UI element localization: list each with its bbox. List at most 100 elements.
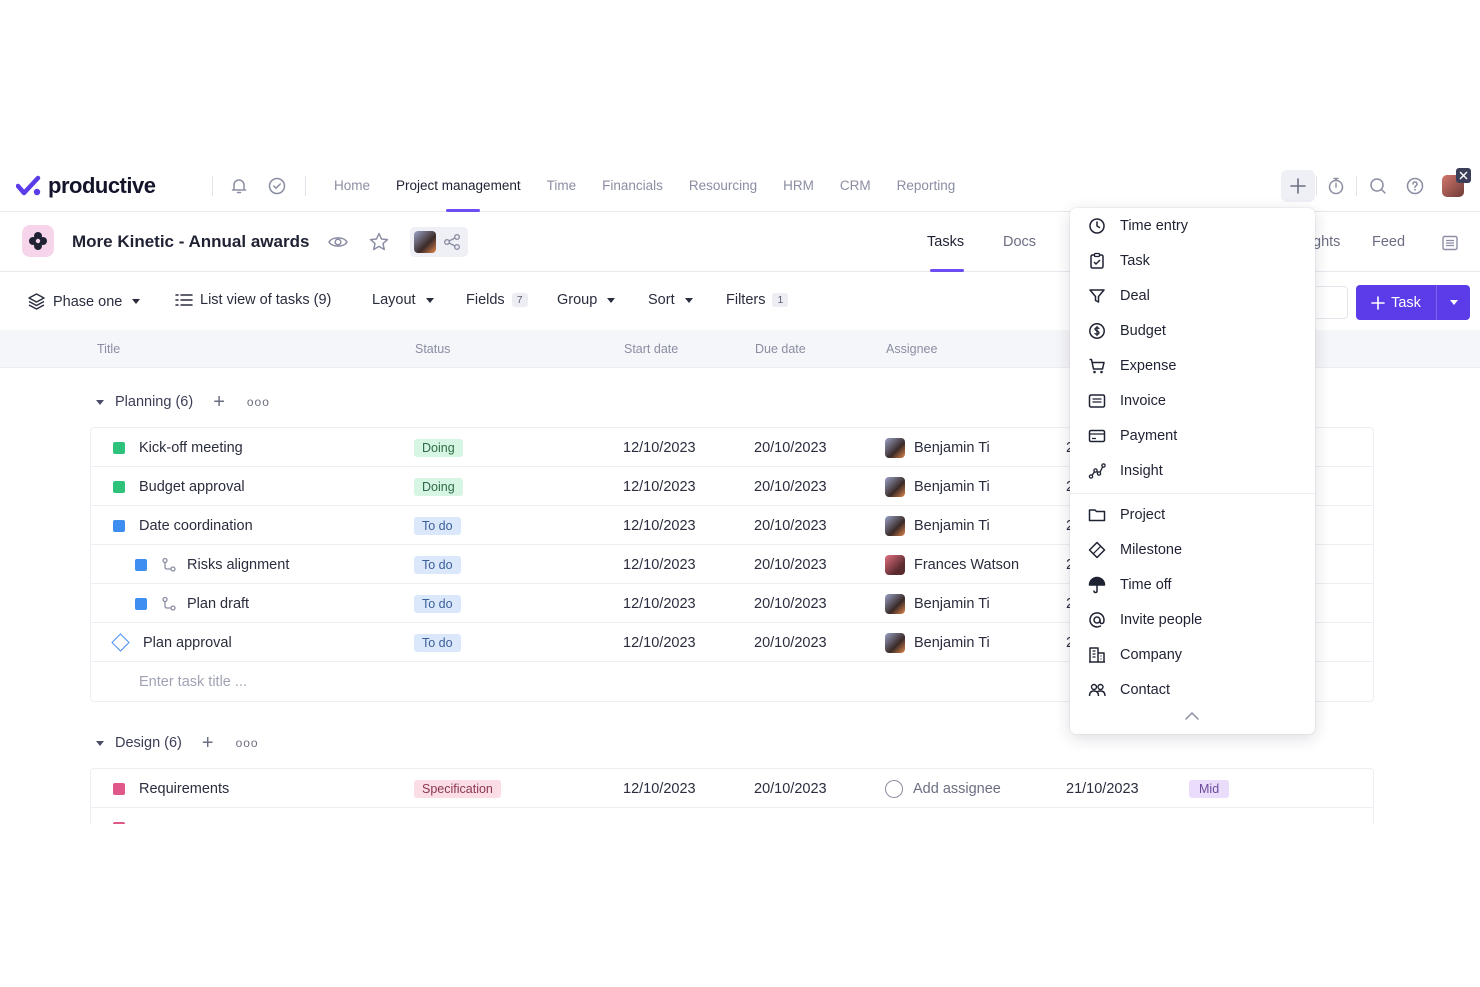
task-title-cell[interactable]: Plan approval [111, 623, 232, 662]
group-header-planning[interactable]: Planning (6) + ooo [96, 390, 270, 414]
due-date-cell[interactable]: 20/10/2023 [754, 439, 827, 456]
assignee-cell[interactable]: Benjamin Ti [885, 467, 990, 506]
due-date-cell[interactable]: 20/10/2023 [754, 634, 827, 651]
tab-docs[interactable]: Docs [1003, 234, 1037, 250]
table-row[interactable] [91, 808, 1373, 824]
table-row[interactable]: Budget approval Doing 12/10/2023 20/10/2… [91, 467, 1373, 506]
menu-item-contact[interactable]: Contact [1088, 678, 1170, 702]
view-selector[interactable]: List view of tasks (9) [175, 292, 331, 308]
close-icon[interactable] [1456, 168, 1471, 183]
start-date-cell[interactable]: 12/10/2023 [623, 439, 696, 456]
nav-time[interactable]: Time [546, 178, 577, 193]
assignee-cell[interactable]: Benjamin Ti [885, 506, 990, 545]
menu-item-deal[interactable]: Deal [1088, 284, 1150, 308]
panel-toggle-icon[interactable] [1441, 234, 1459, 257]
chevron-down-icon[interactable] [96, 399, 104, 405]
menu-item-invite-people[interactable]: Invite people [1088, 608, 1202, 632]
task-title-cell[interactable]: Date coordination [113, 506, 253, 545]
star-icon[interactable] [368, 231, 390, 258]
bell-icon[interactable] [229, 176, 249, 196]
assignee-cell[interactable]: Benjamin Ti [885, 623, 990, 662]
table-row[interactable]: Risks alignment To do 12/10/2023 20/10/2… [91, 545, 1373, 584]
add-task-icon[interactable]: + [201, 732, 214, 754]
menu-item-time-entry[interactable]: Time entry [1088, 214, 1188, 238]
task-title-cell[interactable] [113, 808, 139, 824]
phase-selector[interactable]: Phase one [27, 292, 141, 311]
sort-menu[interactable]: Sort [648, 292, 693, 308]
new-task-row[interactable]: Enter task title ... [91, 662, 1373, 701]
status-cell[interactable]: To do [414, 506, 461, 545]
quick-add-button[interactable] [1281, 170, 1315, 202]
status-cell[interactable]: To do [414, 545, 461, 584]
table-row[interactable]: Plan draft To do 12/10/2023 20/10/2023 B… [91, 584, 1373, 623]
nav-project-management[interactable]: Project management [396, 160, 521, 212]
nav-crm[interactable]: CRM [839, 178, 871, 193]
chevron-down-icon[interactable] [96, 740, 104, 746]
more-icon[interactable]: ooo [246, 395, 270, 409]
due-date-cell[interactable]: 20/10/2023 [754, 517, 827, 534]
task-title-cell[interactable]: Kick-off meeting [113, 428, 243, 467]
status-cell[interactable]: Specification [414, 769, 501, 808]
new-task-input[interactable]: Enter task title ... [139, 673, 247, 690]
fields-menu[interactable]: Fields 7 [466, 292, 528, 308]
new-task-button[interactable]: Task [1356, 285, 1470, 320]
due-date-cell[interactable]: 20/10/2023 [754, 595, 827, 612]
chevron-up-icon[interactable] [1184, 710, 1200, 722]
group-menu[interactable]: Group [557, 292, 616, 308]
menu-item-expense[interactable]: Expense [1088, 354, 1176, 378]
tab-tasks[interactable]: Tasks [927, 234, 965, 250]
start-date-cell[interactable]: 12/10/2023 [623, 478, 696, 495]
due-date-cell[interactable]: 20/10/2023 [754, 556, 827, 573]
menu-item-company[interactable]: Company [1088, 643, 1182, 667]
assignee-cell[interactable]: Benjamin Ti [885, 584, 990, 623]
toolbar-search-field[interactable] [1316, 286, 1348, 319]
timer-icon[interactable] [1326, 176, 1346, 196]
nav-hrm[interactable]: HRM [783, 178, 814, 193]
assignee-cell[interactable]: Add assignee [885, 769, 1001, 808]
table-row[interactable]: Plan approval To do 12/10/2023 20/10/202… [91, 623, 1373, 662]
menu-item-milestone[interactable]: Milestone [1088, 538, 1182, 562]
add-task-icon[interactable]: + [213, 391, 225, 413]
status-cell[interactable]: Doing [414, 467, 463, 506]
due-date-cell[interactable]: 20/10/2023 [754, 780, 827, 797]
due-date-cell[interactable]: 20/10/2023 [754, 478, 827, 495]
nav-financials[interactable]: Financials [602, 178, 663, 193]
column-due-date[interactable]: Due date [755, 342, 806, 356]
menu-item-invoice[interactable]: Invoice [1088, 389, 1166, 413]
new-task-main[interactable]: Task [1356, 285, 1437, 320]
start-date-cell[interactable]: 12/10/2023 [623, 517, 696, 534]
nav-home[interactable]: Home [334, 178, 371, 193]
assignee-cell[interactable]: Frances Watson [885, 545, 1019, 584]
filters-menu[interactable]: Filters 1 [726, 292, 789, 308]
layout-menu[interactable]: Layout [372, 292, 434, 308]
start-date-cell[interactable]: 12/10/2023 [623, 634, 696, 651]
search-icon[interactable] [1368, 176, 1388, 196]
tab-insights[interactable]: ghts [1313, 234, 1341, 250]
column-start-date[interactable]: Start date [624, 342, 679, 356]
status-cell[interactable]: Doing [414, 428, 463, 467]
start-date-cell[interactable]: 12/10/2023 [623, 595, 696, 612]
status-cell[interactable]: To do [414, 584, 461, 623]
column-title[interactable]: Title [97, 342, 121, 356]
menu-item-task[interactable]: Task [1088, 249, 1150, 273]
priority-cell[interactable]: Mid [1189, 769, 1230, 808]
nav-resourcing[interactable]: Resourcing [688, 178, 758, 193]
eye-icon[interactable] [327, 232, 349, 257]
status-cell[interactable]: To do [414, 623, 461, 662]
task-title-cell[interactable]: Budget approval [113, 467, 245, 506]
menu-item-project[interactable]: Project [1088, 503, 1165, 527]
table-row[interactable]: Requirements Specification 12/10/2023 20… [91, 769, 1373, 808]
task-title-cell[interactable]: Risks alignment [135, 545, 289, 584]
task-title-cell[interactable]: Plan draft [135, 584, 249, 623]
deadline-cell[interactable]: 21/10/2023 [1066, 780, 1139, 797]
share-group[interactable] [410, 227, 468, 257]
table-row[interactable]: Kick-off meeting Doing 12/10/2023 20/10/… [91, 428, 1373, 467]
task-title-cell[interactable]: Requirements [113, 769, 229, 808]
nav-reporting[interactable]: Reporting [896, 178, 956, 193]
start-date-cell[interactable]: 12/10/2023 [623, 780, 696, 797]
menu-item-insight[interactable]: Insight [1088, 459, 1163, 483]
column-status[interactable]: Status [415, 342, 451, 356]
tab-feed[interactable]: Feed [1372, 234, 1406, 250]
menu-item-time-off[interactable]: Time off [1088, 573, 1172, 597]
assignee-cell[interactable]: Benjamin Ti [885, 428, 990, 467]
